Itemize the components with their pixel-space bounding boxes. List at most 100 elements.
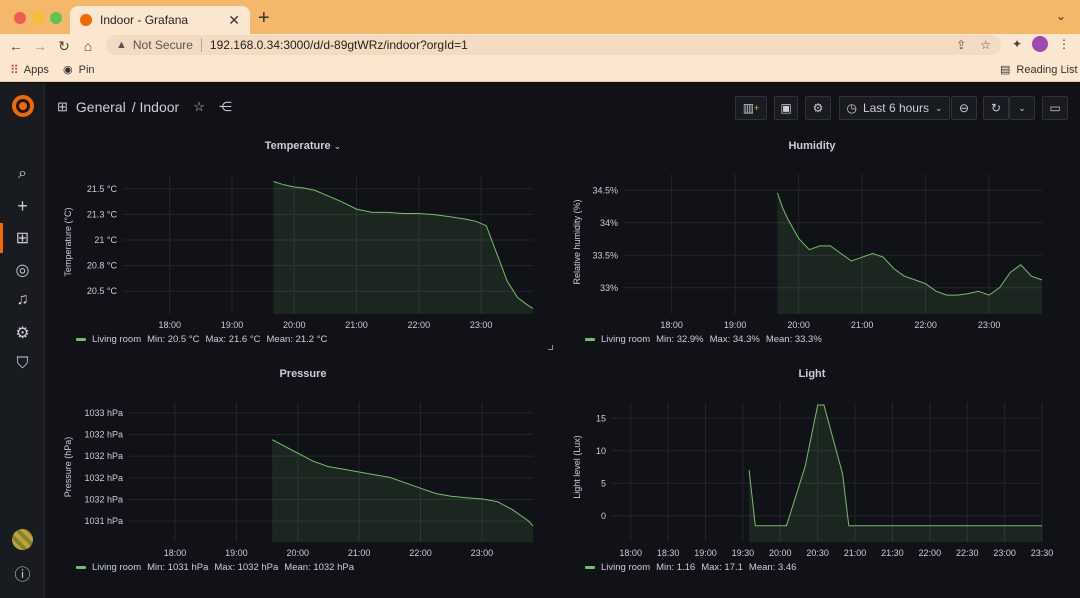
zoom-out-icon: ⊖	[958, 101, 970, 115]
reading-list-button[interactable]: ▤ Reading List	[1000, 63, 1078, 77]
dashboards-icon[interactable]: ⊞	[15, 230, 30, 247]
series-area	[272, 439, 533, 542]
add-panel-button[interactable]: ▥ +	[735, 96, 767, 120]
user-avatar[interactable]	[12, 529, 33, 550]
dashboard-title[interactable]: / Indoor	[131, 99, 180, 115]
y-tick-label: 34%	[600, 218, 618, 228]
y-tick-label: 21.3 °C	[87, 209, 118, 219]
y-tick-label: 20.5 °C	[87, 286, 118, 296]
profile-avatar[interactable]	[1032, 36, 1048, 52]
mark-favorite-star-icon[interactable]: ☆	[193, 99, 205, 114]
panel-menu-chevron-icon[interactable]: ⌄	[333, 141, 342, 151]
refresh-interval-dropdown[interactable]: ⌄	[1009, 96, 1035, 120]
legend-mean: Mean: 21.2 °C	[266, 334, 328, 345]
server-admin-shield-icon[interactable]: ⛉	[16, 355, 29, 372]
x-tick-label: 20:00	[769, 548, 792, 558]
bookmark-apps[interactable]: ⠿ Apps	[10, 63, 49, 77]
url-input[interactable]: ▲ Not Secure 192.168.0.34:3000/d/d-89gtW…	[106, 35, 1001, 55]
y-tick-label: 10	[596, 446, 606, 456]
browser-tabbar: Indoor - Grafana ✕ + ⌄	[0, 0, 1080, 34]
legend-series-name[interactable]: Living room	[92, 334, 142, 345]
legend: Living room Min: 32.9% Max: 34.3% Mean: …	[585, 334, 822, 345]
chevron-down-icon: ⌄	[1018, 102, 1026, 113]
close-window-button[interactable]	[14, 12, 26, 24]
not-secure-label: Not Secure	[132, 38, 193, 52]
extensions-icon[interactable]: ✦	[1011, 37, 1022, 51]
y-tick-label: 21 °C	[94, 235, 117, 245]
dashboard-settings-button[interactable]: ⚙	[805, 96, 831, 120]
panel-title[interactable]: Temperature	[264, 140, 331, 152]
legend-mean: Mean: 33.3%	[765, 334, 822, 345]
explore-compass-icon[interactable]: ◎	[15, 262, 30, 279]
x-tick-label: 23:00	[471, 548, 494, 558]
temperature-panel: Temperature ⌄ 21.5 °C 21.3 °C 21 °C 20.8 °C…	[53, 134, 553, 352]
x-tick-label: 18:00	[158, 320, 181, 330]
reload-icon[interactable]: ↻	[58, 38, 70, 54]
legend-mean: Mean: 3.46	[748, 562, 797, 573]
legend-series-name[interactable]: Living room	[601, 562, 651, 573]
series-line[interactable]	[273, 181, 534, 309]
maximize-window-button[interactable]	[50, 12, 62, 24]
help-icon[interactable]: ⓘ	[14, 567, 31, 584]
x-tick-label: 20:00	[283, 320, 306, 330]
y-tick-label: 20.8 °C	[87, 261, 118, 271]
legend-series-name[interactable]: Living room	[92, 562, 142, 573]
panel-title[interactable]: Light	[798, 368, 826, 380]
y-tick-label: 33.5%	[592, 250, 618, 260]
series-line[interactable]	[271, 439, 534, 527]
create-plus-icon[interactable]: +	[17, 196, 28, 216]
close-tab-icon[interactable]: ✕	[228, 11, 240, 28]
configuration-gear-icon[interactable]: ⚙	[15, 325, 30, 342]
back-arrow-icon[interactable]: ←	[9, 38, 23, 54]
y-tick-label: 33%	[600, 283, 618, 293]
y-axis-label: Light level (Lux)	[572, 435, 582, 499]
zoom-out-button[interactable]: ⊖	[951, 96, 977, 120]
alerting-bell-icon[interactable]: ♫	[16, 291, 29, 308]
browser-menu-icon[interactable]: ⋮	[1058, 37, 1070, 51]
legend-max: Max: 21.6 °C	[205, 334, 261, 345]
x-tick-label: 19:00	[225, 548, 248, 558]
forward-arrow-icon[interactable]: →	[33, 38, 47, 54]
add-panel-icon: ▥	[742, 101, 755, 115]
panel-title[interactable]: Pressure	[279, 368, 327, 380]
legend: Living room Min: 20.5 °C Max: 21.6 °C Me…	[76, 334, 327, 345]
temperature-chart: 21.5 °C 21.3 °C 21 °C 20.8 °C 20.5 °C 18:00 19…	[87, 176, 534, 330]
series-line[interactable]	[748, 404, 1042, 527]
series-area	[777, 192, 1042, 314]
refresh-button[interactable]: ↻	[983, 96, 1009, 120]
humidity-panel: Humidity 34.5% 34% 33.5% 33% 18:00 19:00 20:00…	[562, 134, 1062, 352]
humidity-chart: 34.5% 34% 33.5% 33% 18:00 19:00 20:00 21:00 22:0…	[592, 174, 1043, 330]
x-tick-label: 19:00	[221, 320, 244, 330]
x-tick-label: 19:00	[724, 320, 747, 330]
x-tick-label: 21:30	[881, 548, 904, 558]
grafana-sidemenu: ⌕ + ⊞ ◎ ♫ ⚙ ⛉ ⓘ	[0, 83, 45, 598]
panel-title[interactable]: Humidity	[788, 140, 836, 152]
folder-link[interactable]: General	[75, 99, 126, 115]
new-tab-icon[interactable]: +	[258, 7, 270, 29]
grafana-logo-icon[interactable]	[12, 95, 34, 117]
search-icon[interactable]: ⌕	[18, 165, 27, 182]
save-dashboard-button[interactable]: ▣	[774, 96, 798, 120]
globe-icon: ◉	[63, 64, 73, 76]
share-page-icon[interactable]: ⇪	[956, 38, 967, 52]
tab-search-chevron-icon[interactable]: ⌄	[1055, 9, 1066, 23]
tv-mode-button[interactable]: ▭	[1042, 96, 1068, 120]
time-range-picker[interactable]: ◷ Last 6 hours ⌄	[839, 96, 950, 120]
browser-tab[interactable]: Indoor - Grafana ✕	[70, 6, 250, 34]
bookmark-pin[interactable]: ◉ Pin	[63, 63, 95, 77]
x-tick-label: 22:00	[919, 548, 942, 558]
series-area	[273, 181, 533, 314]
panel-resize-handle[interactable]	[548, 345, 553, 350]
legend-max: Max: 17.1	[701, 562, 743, 573]
x-tick-label: 23:00	[470, 320, 493, 330]
reading-list-icon: ▤	[1000, 64, 1011, 76]
share-dashboard-icon[interactable]: ⋲	[218, 99, 232, 114]
y-tick-label: 0	[601, 511, 606, 521]
bookmark-star-icon[interactable]: ☆	[980, 38, 991, 52]
series-line[interactable]	[776, 192, 1043, 296]
legend-series-name[interactable]: Living room	[601, 334, 651, 345]
minimize-window-button[interactable]	[32, 12, 44, 24]
y-tick-label: 1033 hPa	[84, 408, 123, 418]
home-icon[interactable]: ⌂	[83, 38, 93, 54]
y-tick-label: 1032 hPa	[84, 451, 123, 461]
